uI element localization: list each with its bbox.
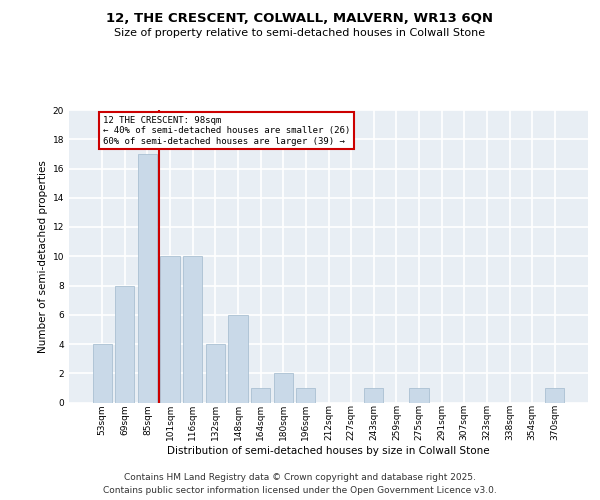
Text: 12 THE CRESCENT: 98sqm
← 40% of semi-detached houses are smaller (26)
60% of sem: 12 THE CRESCENT: 98sqm ← 40% of semi-det… [103, 116, 350, 146]
Y-axis label: Number of semi-detached properties: Number of semi-detached properties [38, 160, 49, 352]
Bar [364, 388, 383, 402]
Text: Size of property relative to semi-detached houses in Colwall Stone: Size of property relative to semi-detach… [115, 28, 485, 38]
Text: Contains HM Land Registry data © Crown copyright and database right 2025.
Contai: Contains HM Land Registry data © Crown c… [103, 474, 497, 495]
Bar [409, 388, 428, 402]
Bar [251, 388, 270, 402]
X-axis label: Distribution of semi-detached houses by size in Colwall Stone: Distribution of semi-detached houses by … [167, 446, 490, 456]
Bar [274, 373, 293, 402]
Text: 12, THE CRESCENT, COLWALL, MALVERN, WR13 6QN: 12, THE CRESCENT, COLWALL, MALVERN, WR13… [107, 12, 493, 26]
Bar [138, 154, 157, 402]
Bar [115, 286, 134, 403]
Bar [183, 256, 202, 402]
Bar [296, 388, 316, 402]
Bar [206, 344, 225, 403]
Bar [545, 388, 565, 402]
Bar [92, 344, 112, 403]
Bar [160, 256, 180, 402]
Bar [229, 315, 248, 402]
